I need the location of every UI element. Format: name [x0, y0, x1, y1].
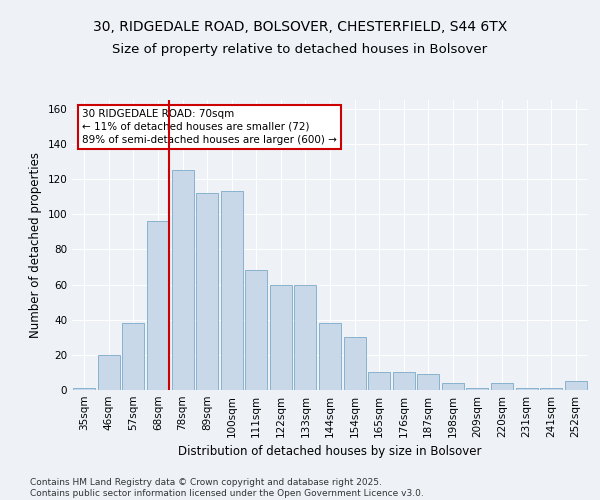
Bar: [196, 193, 218, 390]
Bar: [295, 284, 316, 390]
Bar: [147, 222, 169, 390]
X-axis label: Distribution of detached houses by size in Bolsover: Distribution of detached houses by size …: [178, 446, 482, 458]
Bar: [344, 338, 365, 390]
Bar: [392, 372, 415, 390]
Text: 30, RIDGEDALE ROAD, BOLSOVER, CHESTERFIELD, S44 6TX: 30, RIDGEDALE ROAD, BOLSOVER, CHESTERFIE…: [93, 20, 507, 34]
Bar: [319, 323, 341, 390]
Bar: [245, 270, 268, 390]
Bar: [172, 170, 194, 390]
Text: Contains HM Land Registry data © Crown copyright and database right 2025.
Contai: Contains HM Land Registry data © Crown c…: [30, 478, 424, 498]
Bar: [417, 374, 439, 390]
Y-axis label: Number of detached properties: Number of detached properties: [29, 152, 42, 338]
Bar: [515, 388, 538, 390]
Bar: [221, 192, 243, 390]
Bar: [122, 323, 145, 390]
Bar: [368, 372, 390, 390]
Bar: [466, 388, 488, 390]
Bar: [270, 284, 292, 390]
Text: Size of property relative to detached houses in Bolsover: Size of property relative to detached ho…: [112, 42, 488, 56]
Text: 30 RIDGEDALE ROAD: 70sqm
← 11% of detached houses are smaller (72)
89% of semi-d: 30 RIDGEDALE ROAD: 70sqm ← 11% of detach…: [82, 108, 337, 145]
Bar: [442, 383, 464, 390]
Bar: [98, 355, 120, 390]
Bar: [73, 388, 95, 390]
Bar: [540, 388, 562, 390]
Bar: [565, 381, 587, 390]
Bar: [491, 383, 513, 390]
